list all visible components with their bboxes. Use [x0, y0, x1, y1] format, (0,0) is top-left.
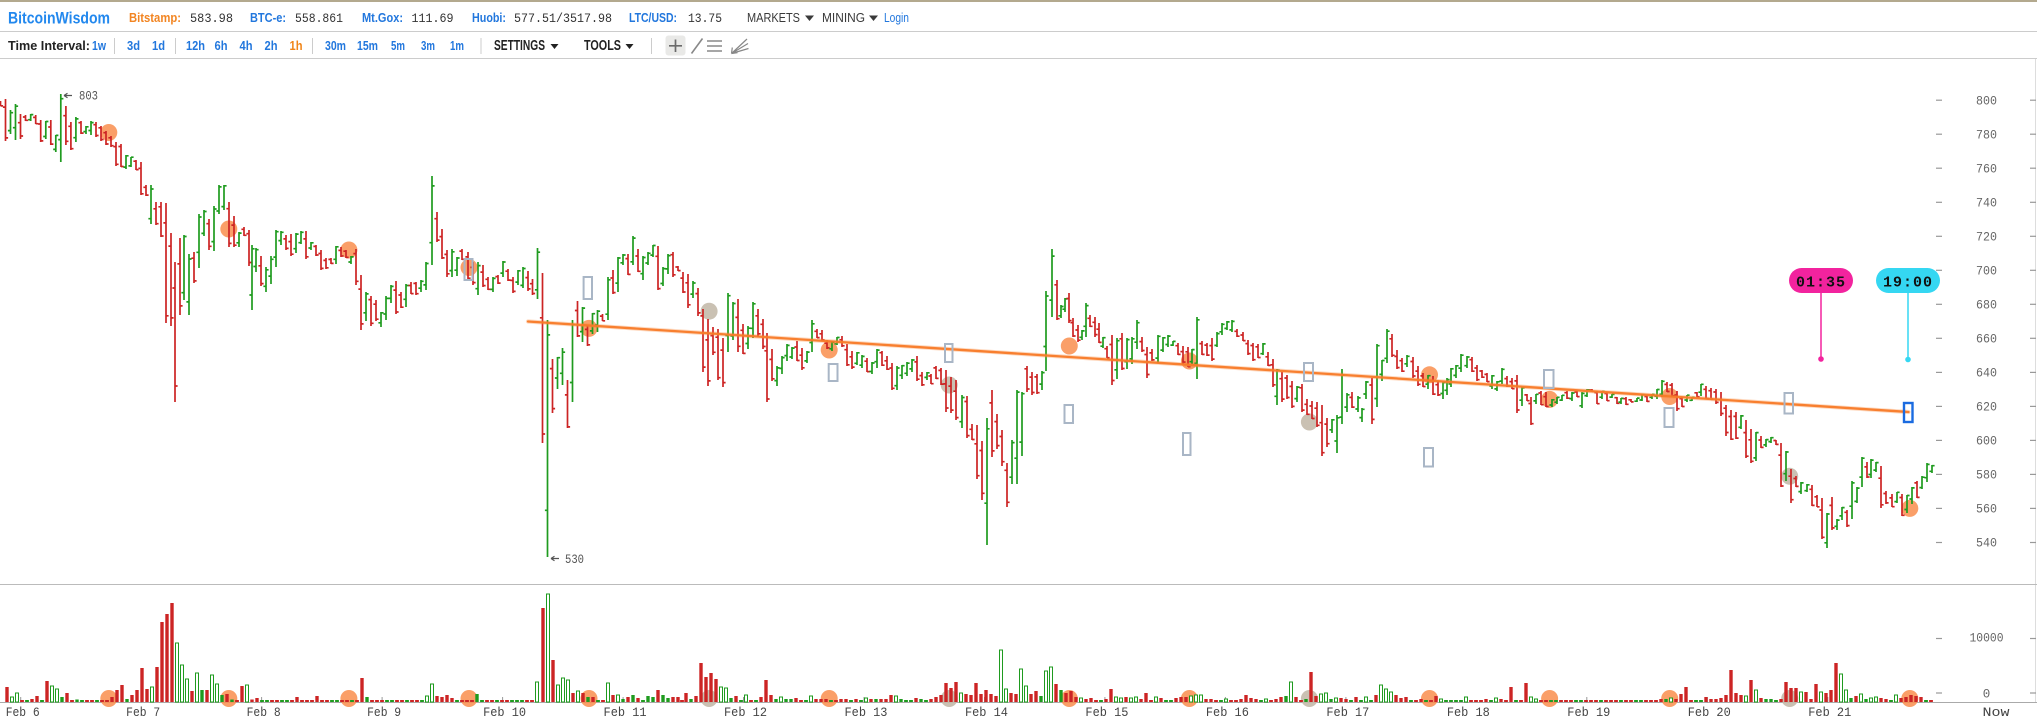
svg-text:3m: 3m: [421, 39, 435, 53]
svg-text:30m: 30m: [325, 39, 346, 53]
svg-text:Feb 21: Feb 21: [1808, 706, 1851, 720]
svg-text:LTC/USD:: LTC/USD:: [629, 10, 677, 25]
svg-text:BTC-e:: BTC-e:: [250, 10, 286, 25]
svg-text:1w: 1w: [92, 39, 106, 53]
svg-text:19:00: 19:00: [1883, 275, 1933, 292]
svg-text:Feb 12: Feb 12: [724, 706, 767, 720]
svg-text:803: 803: [79, 90, 98, 104]
svg-text:0: 0: [1983, 688, 1991, 702]
svg-text:530: 530: [565, 553, 584, 567]
svg-text:Feb 20: Feb 20: [1688, 706, 1731, 720]
svg-text:Feb 18: Feb 18: [1447, 706, 1490, 720]
svg-text:Feb 16: Feb 16: [1206, 706, 1249, 720]
svg-text:Now: Now: [1983, 706, 2011, 720]
svg-text:Feb 17: Feb 17: [1326, 706, 1369, 720]
svg-text:577.51/3517.98: 577.51/3517.98: [514, 11, 612, 26]
svg-text:600: 600: [1976, 435, 1997, 449]
svg-text:Feb 10: Feb 10: [483, 706, 526, 720]
svg-text:583.98: 583.98: [190, 11, 233, 26]
svg-text:MARKETS: MARKETS: [747, 11, 800, 25]
svg-text:Login: Login: [884, 11, 909, 25]
svg-text:1m: 1m: [450, 39, 464, 53]
svg-text:620: 620: [1976, 401, 1997, 415]
svg-text:TOOLS: TOOLS: [584, 38, 621, 54]
svg-text:700: 700: [1976, 265, 1997, 279]
svg-text:1h: 1h: [290, 39, 303, 53]
svg-text:BitcoinWisdom: BitcoinWisdom: [8, 10, 110, 28]
svg-text:Feb 6: Feb 6: [6, 706, 40, 720]
svg-text:720: 720: [1976, 230, 1997, 244]
svg-text:10000: 10000: [1970, 632, 2004, 646]
svg-text:Time Interval:: Time Interval:: [8, 38, 90, 53]
svg-text:640: 640: [1976, 367, 1997, 381]
svg-text:Huobi:: Huobi:: [472, 10, 506, 25]
svg-text:Bitstamp:: Bitstamp:: [129, 10, 181, 25]
svg-text:760: 760: [1976, 162, 1997, 176]
svg-text:13.75: 13.75: [688, 11, 722, 26]
svg-text:1d: 1d: [152, 39, 165, 53]
svg-text:Feb 15: Feb 15: [1085, 706, 1128, 720]
svg-text:580: 580: [1976, 469, 1997, 483]
svg-text:800: 800: [1976, 94, 1997, 108]
svg-text:Feb 14: Feb 14: [965, 706, 1008, 720]
svg-text:4h: 4h: [240, 39, 253, 53]
svg-text:SETTINGS: SETTINGS: [494, 38, 545, 54]
svg-text:Feb 9: Feb 9: [367, 706, 401, 720]
svg-text:680: 680: [1976, 299, 1997, 313]
svg-text:Feb 19: Feb 19: [1567, 706, 1610, 720]
svg-text:MINING: MINING: [822, 11, 865, 25]
svg-text:6h: 6h: [215, 39, 228, 53]
svg-text:780: 780: [1976, 128, 1997, 142]
svg-text:111.69: 111.69: [412, 11, 454, 26]
svg-text:660: 660: [1976, 333, 1997, 347]
svg-text:2h: 2h: [265, 39, 278, 53]
svg-text:558.861: 558.861: [295, 11, 343, 26]
svg-text:15m: 15m: [357, 39, 378, 53]
svg-text:Feb 13: Feb 13: [844, 706, 887, 720]
svg-text:Feb 8: Feb 8: [247, 706, 281, 720]
svg-text:5m: 5m: [391, 39, 405, 53]
svg-text:Feb 7: Feb 7: [126, 706, 160, 720]
svg-text:560: 560: [1976, 503, 1997, 517]
svg-text:12h: 12h: [186, 39, 205, 53]
svg-text:540: 540: [1976, 537, 1997, 551]
svg-text:3d: 3d: [127, 39, 140, 53]
svg-text:740: 740: [1976, 196, 1997, 210]
svg-text:01:35: 01:35: [1796, 275, 1846, 292]
svg-text:Mt.Gox:: Mt.Gox:: [362, 10, 403, 25]
svg-text:Feb 11: Feb 11: [604, 706, 647, 720]
